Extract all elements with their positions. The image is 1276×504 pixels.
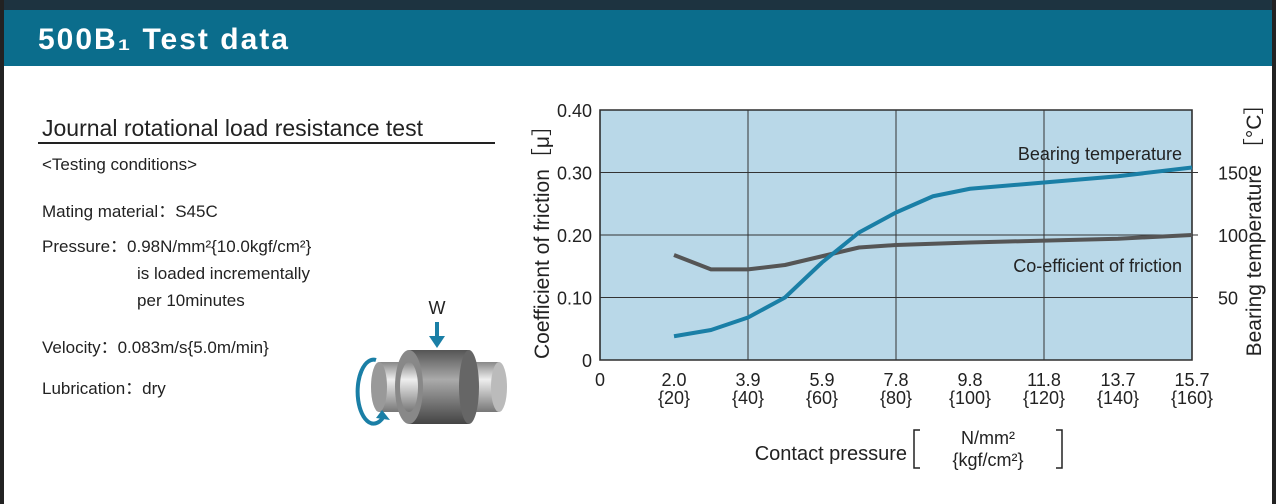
x-tick-sublabel: {40} — [732, 388, 764, 408]
x-tick-label: 15.7 — [1174, 370, 1209, 390]
condition-value: dry — [142, 379, 166, 398]
y-tick-label: 0.20 — [557, 226, 592, 246]
x-axis-unit: N/mm² — [961, 428, 1015, 448]
x-tick-label: 11.8 — [1027, 370, 1061, 390]
x-axis-unit: {kgf/cm²} — [952, 450, 1023, 470]
section-title: Journal rotational load resistance test — [42, 115, 424, 141]
y2-tick-label: 50 — [1218, 289, 1238, 309]
x-tick-sublabel: {60} — [806, 388, 838, 408]
canvas: 500B₁ Test data Journal rotational load … — [4, 0, 1272, 504]
x-tick-sublabel: {20} — [658, 388, 690, 408]
x-tick-sublabel: {120} — [1023, 388, 1065, 408]
condition-value: is loaded incrementally — [137, 264, 310, 283]
y-axis-title: Coefficient of friction［μ］ — [531, 115, 554, 359]
x-tick-sublabel: {100} — [949, 388, 991, 408]
x-axis-title: Contact pressure — [755, 443, 907, 465]
series-label: Bearing temperature — [1018, 144, 1182, 164]
x-tick-label: 2.0 — [661, 370, 686, 390]
header-title: 500B₁ Test data — [38, 23, 290, 56]
y-tick-label: 0.10 — [557, 289, 592, 309]
conditions-heading: <Testing conditions> — [42, 155, 197, 174]
unit-bracket-right — [1056, 430, 1062, 468]
y-tick-label: 0.40 — [557, 101, 592, 121]
y-tick-label: 0 — [582, 351, 592, 371]
x-tick-sublabel: {80} — [880, 388, 912, 408]
x-tick-label: 5.9 — [809, 370, 834, 390]
condition-label: Pressure： — [42, 237, 127, 256]
x-tick-label: 0 — [595, 370, 605, 390]
condition-label: Mating material： — [42, 202, 175, 221]
condition-value: S45C — [175, 202, 218, 221]
condition-label: Velocity： — [42, 338, 118, 357]
top-bar — [4, 0, 1272, 10]
x-tick-label: 3.9 — [735, 370, 760, 390]
condition-value: 0.083m/s{5.0m/min} — [118, 338, 270, 357]
condition-value: 0.98N/mm²{10.0kgf/cm²} — [127, 237, 312, 256]
x-tick-label: 9.8 — [957, 370, 982, 390]
x-tick-sublabel: {160} — [1171, 388, 1213, 408]
y2-axis-title: Bearing temperature ［°C］ — [1243, 94, 1266, 357]
condition-label: Lubrication： — [42, 379, 142, 398]
series-label: Co-efficient of friction — [1013, 256, 1182, 276]
x-tick-label: 13.7 — [1100, 370, 1135, 390]
conditions: Mating material：S45C Pressure：0.98N/mm²{1… — [42, 202, 312, 398]
load-label: W — [429, 298, 446, 318]
y-tick-label: 0.30 — [557, 164, 592, 184]
condition-value: per 10minutes — [137, 291, 245, 310]
unit-bracket-left — [914, 430, 920, 468]
page: 500B₁ Test data Journal rotational load … — [0, 0, 1276, 504]
x-tick-label: 7.8 — [883, 370, 908, 390]
x-tick-sublabel: {140} — [1097, 388, 1139, 408]
bearing-diagram: W — [358, 298, 507, 424]
